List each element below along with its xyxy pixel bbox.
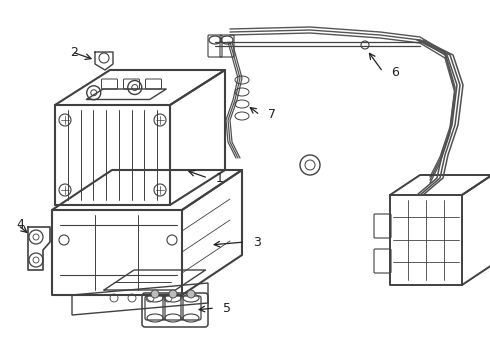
Text: 6: 6 xyxy=(391,66,399,78)
Circle shape xyxy=(151,290,159,298)
Text: 1: 1 xyxy=(216,171,224,184)
Text: 2: 2 xyxy=(70,45,78,58)
Text: 4: 4 xyxy=(16,219,24,231)
Text: 3: 3 xyxy=(253,235,261,248)
Circle shape xyxy=(169,290,177,298)
Circle shape xyxy=(187,290,195,298)
Text: 7: 7 xyxy=(268,108,276,122)
Text: 5: 5 xyxy=(223,302,231,315)
